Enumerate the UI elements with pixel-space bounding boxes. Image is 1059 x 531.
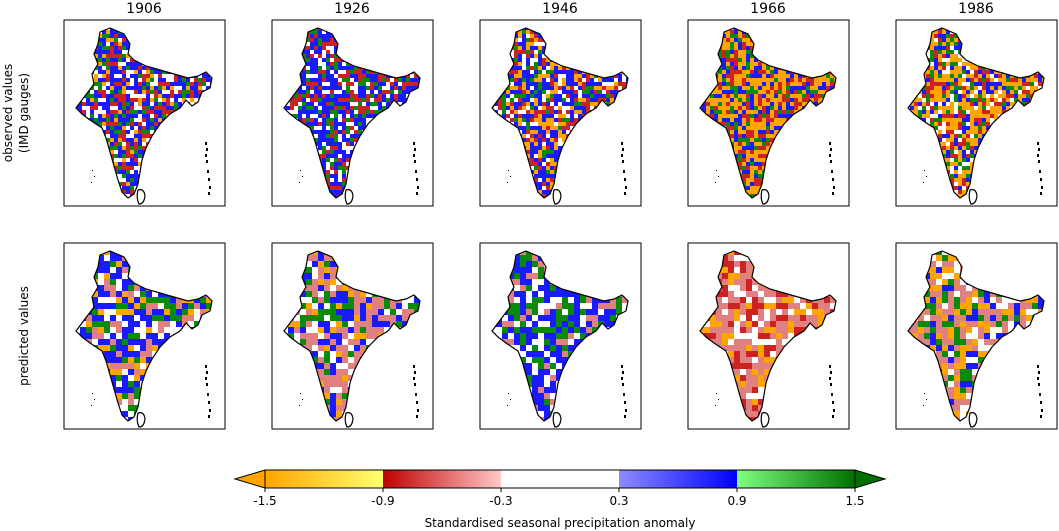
map-panel-observed-1926 bbox=[271, 19, 434, 207]
colorbar-segment bbox=[383, 470, 501, 488]
lakshadweep-islands bbox=[715, 170, 719, 183]
andaman-islands bbox=[829, 365, 835, 418]
sri-lanka-outline bbox=[760, 412, 770, 428]
sri-lanka-outline bbox=[760, 189, 770, 205]
colorbar-segment bbox=[265, 470, 383, 488]
column-title-1966: 1966 bbox=[750, 1, 786, 17]
map-panel-observed-1966 bbox=[687, 19, 850, 207]
column-title-1946: 1946 bbox=[542, 1, 578, 17]
andaman-islands bbox=[1037, 142, 1043, 195]
lakshadweep-islands bbox=[923, 170, 927, 183]
india-outline bbox=[699, 250, 837, 422]
row-labels: observed values (IMD gauges) predicted v… bbox=[1, 64, 31, 386]
column-title-1926: 1926 bbox=[334, 1, 370, 17]
map-panel-predicted-1906 bbox=[63, 242, 226, 430]
lakshadweep-islands bbox=[299, 170, 303, 183]
sri-lanka-outline bbox=[344, 189, 354, 205]
andaman-islands bbox=[413, 142, 419, 195]
india-outline bbox=[699, 27, 837, 199]
row-label-predicted: predicted values bbox=[17, 286, 31, 386]
andaman-islands bbox=[413, 365, 419, 418]
column-title-1906: 1906 bbox=[126, 1, 162, 17]
colorbar-segment bbox=[737, 470, 855, 488]
colorbar-tick-label: 1.5 bbox=[845, 494, 864, 508]
india-outline bbox=[907, 250, 1045, 422]
lakshadweep-islands bbox=[91, 393, 95, 406]
andaman-islands bbox=[621, 365, 627, 418]
colorbar-segment bbox=[501, 470, 619, 488]
india-outline bbox=[491, 27, 629, 199]
india-outline bbox=[907, 27, 1045, 199]
colorbar-tick-label: 0.9 bbox=[727, 494, 746, 508]
sri-lanka-outline bbox=[136, 189, 146, 205]
sri-lanka-outline bbox=[136, 412, 146, 428]
sri-lanka-outline bbox=[552, 412, 562, 428]
lakshadweep-islands bbox=[507, 170, 511, 183]
colorbar-extend-high-triangle bbox=[854, 469, 887, 489]
sri-lanka-outline bbox=[344, 412, 354, 428]
row-label-observed-line1: observed values bbox=[1, 64, 15, 162]
map-panel-predicted-1946 bbox=[479, 242, 642, 430]
colorbar-segment bbox=[619, 470, 737, 488]
colorbar-extend-low-triangle bbox=[233, 469, 266, 489]
map-panel-observed-1946 bbox=[479, 19, 642, 207]
colorbar-tick-label: -1.5 bbox=[253, 494, 276, 508]
map-panels bbox=[63, 19, 1058, 430]
andaman-islands bbox=[829, 142, 835, 195]
map-panel-predicted-1926 bbox=[271, 242, 434, 430]
colorbar-segments bbox=[265, 470, 855, 488]
lakshadweep-islands bbox=[715, 393, 719, 406]
lakshadweep-islands bbox=[923, 393, 927, 406]
column-titles: 1906 1926 1946 1966 1986 bbox=[126, 1, 994, 17]
lakshadweep-islands bbox=[299, 393, 303, 406]
row-label-observed-line2: (IMD gauges) bbox=[17, 73, 31, 153]
lakshadweep-islands bbox=[507, 393, 511, 406]
map-panel-predicted-1986 bbox=[895, 242, 1058, 430]
colorbar-tick-label: -0.9 bbox=[371, 494, 394, 508]
map-panel-observed-1906 bbox=[63, 19, 226, 207]
colorbar-ticks: -1.5 -0.9 -0.3 0.3 0.9 1.5 bbox=[253, 488, 865, 508]
colorbar: -1.5 -0.9 -0.3 0.3 0.9 1.5 Standardised seaso… bbox=[233, 469, 887, 530]
map-panel-observed-1986 bbox=[895, 19, 1058, 207]
andaman-islands bbox=[1037, 365, 1043, 418]
india-outline bbox=[491, 250, 629, 422]
india-outline bbox=[75, 27, 213, 199]
india-outline bbox=[283, 27, 421, 199]
india-outline bbox=[75, 250, 213, 422]
colorbar-label: Standardised seasonal precipitation anom… bbox=[425, 516, 696, 530]
colorbar-outline bbox=[264, 469, 856, 489]
lakshadweep-islands bbox=[91, 170, 95, 183]
india-outline bbox=[283, 250, 421, 422]
andaman-islands bbox=[205, 142, 211, 195]
sri-lanka-outline bbox=[968, 189, 978, 205]
sri-lanka-outline bbox=[968, 412, 978, 428]
andaman-islands bbox=[205, 365, 211, 418]
sri-lanka-outline bbox=[552, 189, 562, 205]
colorbar-tick-label: -0.3 bbox=[489, 494, 512, 508]
andaman-islands bbox=[621, 142, 627, 195]
column-title-1986: 1986 bbox=[958, 1, 994, 17]
map-panel-predicted-1966 bbox=[687, 242, 850, 430]
colorbar-tick-label: 0.3 bbox=[609, 494, 628, 508]
